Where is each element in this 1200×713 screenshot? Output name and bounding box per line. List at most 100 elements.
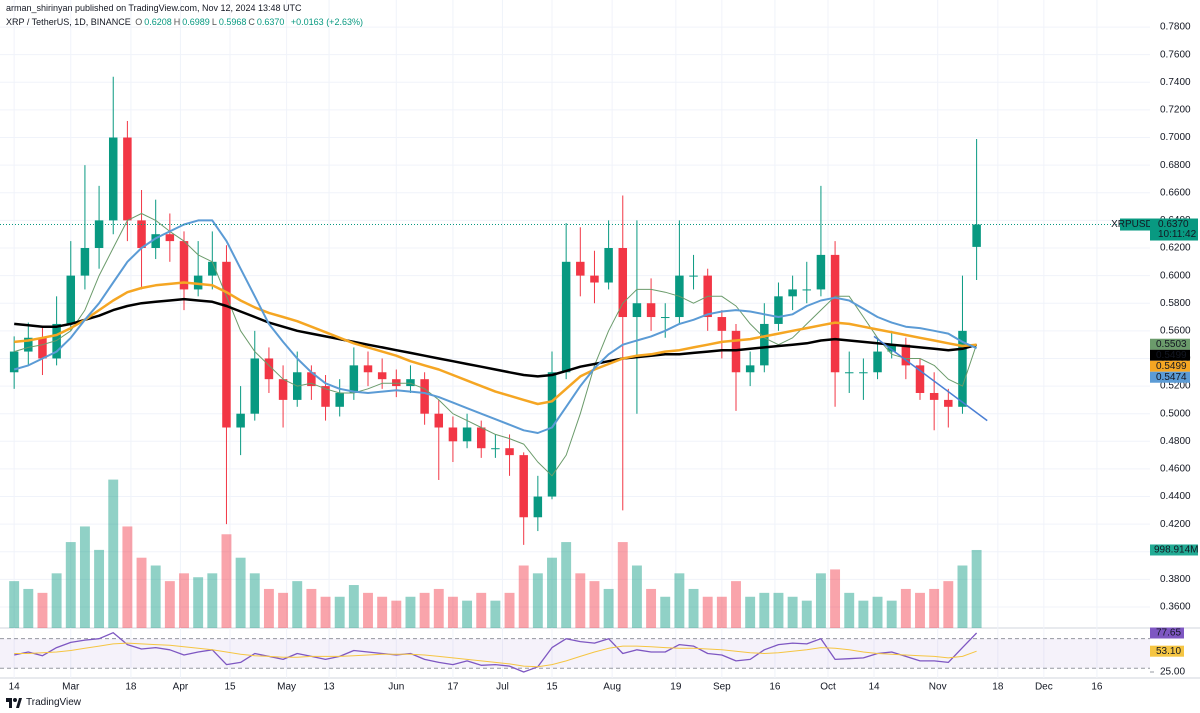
ma-badge-label: 0.5503	[1156, 339, 1187, 350]
volume-bar	[830, 569, 841, 628]
legend-line: XRP / TetherUS, 1D, BINANCE O 0.6208 H 0.69…	[6, 17, 365, 27]
chart: 14 Mar 18 Apr 15 May 13 Jun 17 Jul 15 Aug 19 Sep 16 Oct…	[0, 0, 1200, 693]
candle-body	[561, 261, 571, 373]
volume-bar	[532, 573, 543, 628]
symbol: XRP / TetherUS, 1D, BINANCE	[6, 17, 131, 27]
volume-bar	[150, 565, 161, 628]
moving-average	[14, 281, 977, 406]
candle-body	[137, 220, 146, 248]
y-tick-label: 0.5200	[1160, 381, 1191, 392]
x-tick-label: Oct	[820, 682, 836, 693]
candle-body	[958, 330, 967, 407]
candle-body	[278, 379, 288, 400]
candle-body	[505, 448, 514, 456]
volume-bar	[504, 592, 515, 628]
volume-bar	[745, 596, 756, 628]
candle-body	[873, 351, 882, 373]
candle-body	[901, 344, 911, 366]
volume-bar	[108, 479, 119, 628]
candle-body	[123, 137, 132, 221]
volume-bar	[971, 549, 982, 628]
ma-badge	[1150, 360, 1190, 372]
candle-body	[604, 247, 613, 283]
ma-badge-label: 0.5499	[1156, 350, 1187, 361]
y-tick-label: 0.6800	[1160, 160, 1191, 171]
candle-body	[24, 337, 33, 352]
candle-body	[434, 413, 444, 428]
volume-bar	[617, 542, 628, 628]
candle-body	[236, 413, 245, 428]
volume-bar	[447, 596, 458, 628]
candle-body	[590, 275, 599, 283]
candle-body	[859, 372, 868, 374]
volume-bar	[631, 565, 642, 628]
volume-bar	[292, 581, 303, 628]
candle-body	[349, 365, 359, 393]
y-tick-label: 0.3800	[1160, 574, 1191, 585]
volume-badge-label: 998.914M	[1154, 545, 1198, 556]
candle-body	[576, 261, 585, 276]
rsi-badge	[1150, 627, 1184, 639]
candle-body	[108, 137, 118, 221]
change: +0.0163 (+2.63%)	[290, 17, 363, 27]
y-tick-label: 0.5000	[1160, 408, 1191, 419]
volume-bar	[674, 573, 685, 628]
x-tick-label: 15	[546, 682, 558, 693]
rsi-tick-label: 25.00	[1160, 667, 1185, 678]
volume-bar	[179, 573, 189, 628]
volume-bar	[731, 581, 741, 628]
grid	[0, 0, 1150, 678]
candle-body	[844, 372, 854, 374]
y-tick-label: 0.7600	[1160, 49, 1191, 60]
volume-bar	[235, 557, 246, 628]
volume-bar	[886, 600, 897, 628]
y-tick-label: 0.7200	[1160, 105, 1191, 116]
x-tick-label: Jul	[496, 682, 509, 693]
x-tick-label: Apr	[173, 682, 189, 693]
rsi-line	[14, 642, 977, 668]
candle-body	[264, 358, 274, 380]
candle-body	[788, 289, 797, 297]
volume-bar	[207, 573, 218, 628]
volume-bar	[306, 588, 317, 628]
trendline	[873, 335, 988, 422]
ma-badge	[1150, 338, 1190, 350]
volume-bar	[660, 596, 671, 628]
x-tick-label: 14	[9, 682, 21, 693]
y-tick-label: 0.7800	[1160, 22, 1191, 33]
volume-bar	[759, 592, 770, 628]
candle-body	[519, 455, 528, 518]
candle-body	[165, 234, 175, 242]
ohlc-key: O	[135, 17, 143, 27]
candle-body	[774, 296, 783, 324]
volume-bar	[476, 592, 487, 628]
volume-bar	[164, 581, 175, 628]
ohlc: O 0.6208 H 0.6989 L 0.5968 C 0.6370	[135, 17, 286, 27]
volume-bar	[278, 592, 289, 628]
x-tick-label: 17	[447, 682, 459, 693]
candle-body	[377, 372, 387, 380]
volume-badge	[1150, 544, 1198, 556]
x-tick-label: 13	[324, 682, 336, 693]
volume-bar	[348, 585, 359, 628]
y-tick-label: 0.6200	[1160, 243, 1191, 254]
candle-body	[476, 427, 486, 449]
symbol-badge	[1120, 218, 1150, 231]
volume-bar	[561, 542, 572, 628]
candle-body	[420, 379, 429, 414]
x-tick-label: Aug	[603, 682, 621, 693]
volume-bar	[688, 588, 699, 628]
volume-bar	[943, 581, 954, 628]
volume-bar	[957, 565, 968, 628]
candle-body	[618, 247, 628, 318]
candle-body	[392, 379, 401, 387]
volume-bar	[9, 581, 20, 628]
volume-bar	[249, 573, 260, 628]
volume-bar	[702, 596, 713, 628]
volume-bar	[844, 592, 855, 628]
volume-bar	[363, 592, 373, 628]
x-tick-label: 19	[670, 682, 682, 693]
ohlc-value: 0.6989	[182, 17, 210, 27]
x-tick-label: 18	[992, 682, 1004, 693]
volume-bar	[122, 526, 133, 628]
